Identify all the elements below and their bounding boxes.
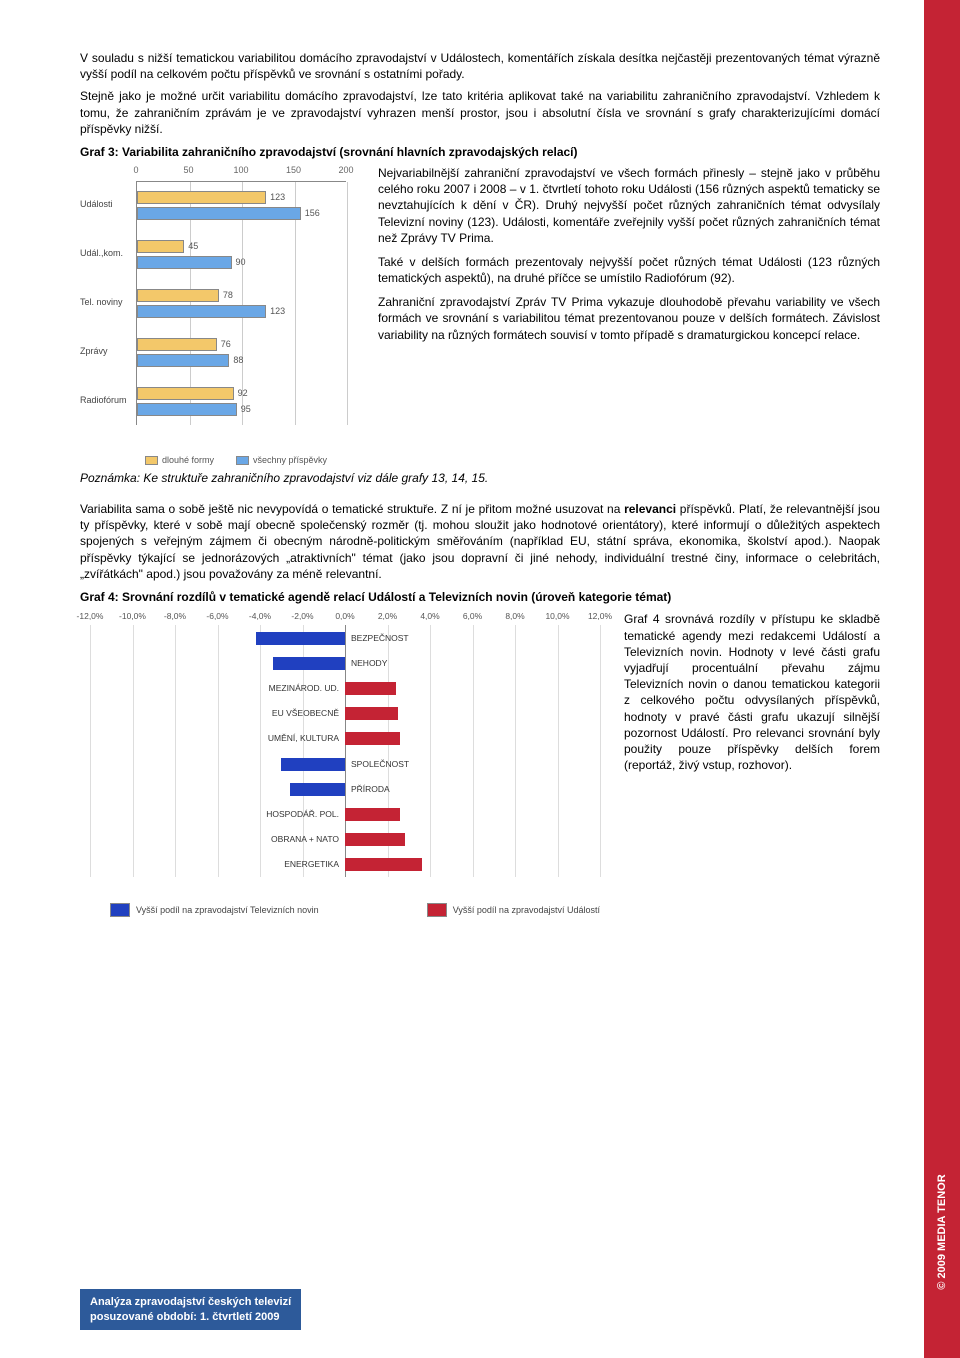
chart3-xtick: 200 [338, 165, 353, 175]
legend-vsechny: všechny příspěvky [236, 455, 327, 465]
chart4-category: PŘÍRODA [351, 784, 390, 794]
chart3-bar [137, 191, 266, 204]
graf4-chart: -12,0% -10,0% -8,0% -6,0% -4,0% -2,0% 0,0% 2,0%… [80, 611, 610, 921]
chart3-bar [137, 354, 229, 367]
chart4-bar [290, 783, 345, 796]
chart4-xtick: -4,0% [249, 611, 271, 621]
footer-box: Analýza zpravodajství českých televizí p… [80, 1289, 301, 1330]
chart4-bar [345, 858, 422, 871]
graf3-p2: Také v delších formách prezentovaly nejv… [378, 254, 880, 286]
intro-p2: Stejně jako je možné určit variabilitu d… [80, 88, 880, 137]
chart4-bar [273, 657, 345, 670]
chart3-category: Udál.,kom. [80, 248, 134, 258]
chart4-xtick: -12,0% [77, 611, 104, 621]
chart4-bar [345, 682, 396, 695]
chart4-bar [345, 833, 405, 846]
graf4-text: Graf 4 srovnává rozdíly v přístupu ke sk… [624, 611, 880, 921]
chart3-category: Tel. noviny [80, 297, 134, 307]
graf3-row: 123 156 45 90 78 123 7688 92 95 dlouhé formy vše… [80, 165, 880, 465]
chart3-bar-label: 88 [233, 355, 243, 365]
chart3-bar [137, 289, 219, 302]
chart3-xtick: 50 [183, 165, 193, 175]
chart3-category: Radiofórum [80, 395, 134, 405]
chart3-bar [137, 207, 301, 220]
chart4-bar [281, 758, 345, 771]
chart4-bar [256, 632, 345, 645]
chart3-bar [137, 305, 266, 318]
sidebar-strip: © 2009 MEDIA TENOR [924, 0, 960, 1358]
chart3-bar-label: 90 [236, 257, 246, 267]
legend-neg: Vyšší podíl na zpravodajství Televizních… [110, 903, 319, 917]
graf3-legend: dlouhé formy všechny příspěvky [145, 455, 327, 465]
graf3-p3: Zahraniční zpravodajství Zpráv TV Prima … [378, 294, 880, 343]
graf4-row: -12,0% -10,0% -8,0% -6,0% -4,0% -2,0% 0,0% 2,0%… [80, 611, 880, 921]
legend-dlouhe: dlouhé formy [145, 455, 214, 465]
graf3-chart: 123 156 45 90 78 123 7688 92 95 dlouhé formy vše… [80, 165, 360, 465]
chart3-xtick: 100 [233, 165, 248, 175]
chart3-bar [137, 403, 237, 416]
chart3-bar [137, 256, 232, 269]
chart4-category: EU VŠEOBECNĚ [272, 708, 339, 718]
chart3-bar-label: 76 [221, 339, 231, 349]
chart3-bar-label: 123 [270, 306, 285, 316]
chart4-xtick: -8,0% [164, 611, 186, 621]
chart3-bar-label: 156 [305, 208, 320, 218]
graf4-title: Graf 4: Srovnání rozdílů v tematické age… [80, 590, 880, 606]
chart4-category: ENERGETIKA [284, 859, 339, 869]
chart3-bar-label: 45 [188, 241, 198, 251]
chart4-category: UMĚNÍ, KULTURA [268, 733, 339, 743]
chart4-xtick: 10,0% [545, 611, 569, 621]
chart4-bar [345, 732, 400, 745]
chart4-category: NEHODY [351, 658, 387, 668]
chart3-xtick: 0 [133, 165, 138, 175]
footer-line2: posuzované období: 1. čtvrtletí 2009 [90, 1310, 291, 1324]
chart4-bar [345, 808, 400, 821]
chart4-xtick: 4,0% [420, 611, 439, 621]
footer-line1: Analýza zpravodajství českých televizí [90, 1295, 291, 1309]
chart4-category: SPOLEČNOST [351, 759, 409, 769]
chart4-category: MEZINÁROD. UD. [269, 683, 339, 693]
chart3-category: Zprávy [80, 346, 134, 356]
chart3-bar [137, 387, 234, 400]
graf3-text: Nejvariabilnější zahraniční zpravodajstv… [378, 165, 880, 465]
intro-p1: V souladu s nižší tematickou variabilito… [80, 50, 880, 82]
graf4-legend: Vyšší podíl na zpravodajství Televizních… [110, 903, 600, 917]
chart3-xtick: 150 [286, 165, 301, 175]
chart4-xtick: -10,0% [119, 611, 146, 621]
graf4-plot-area: -12,0%-10,0%-8,0%-6,0%-4,0%-2,0%0,0%2,0%… [90, 625, 600, 877]
chart4-category: HOSPODÁŘ. POL. [266, 809, 339, 819]
chart4-xtick: 6,0% [463, 611, 482, 621]
page-content: V souladu s nižší tematickou variabilito… [80, 50, 880, 1298]
graf3-title: Graf 3: Variabilita zahraničního zpravod… [80, 145, 880, 159]
chart4-category: OBRANA + NATO [271, 834, 339, 844]
chart4-xtick: 8,0% [505, 611, 524, 621]
sidebar-copyright: © 2009 MEDIA TENOR [936, 1174, 948, 1289]
chart4-xtick: -2,0% [291, 611, 313, 621]
graf3-p1: Nejvariabilnější zahraniční zpravodajstv… [378, 165, 880, 246]
chart4-bar [345, 707, 398, 720]
chart4-xtick: 2,0% [378, 611, 397, 621]
page-number: 8 [903, 1314, 910, 1328]
chart3-category: Události [80, 199, 134, 209]
chart4-category: BEZPEČNOST [351, 633, 409, 643]
chart3-bar [137, 338, 217, 351]
graf3-note: Poznámka: Ke struktuře zahraničního zpra… [80, 471, 880, 485]
chart4-xtick: 0,0% [335, 611, 354, 621]
chart3-bar-label: 123 [270, 192, 285, 202]
chart3-bar-label: 78 [223, 290, 233, 300]
variabilita-para: Variabilita sama o sobě ještě nic nevypo… [80, 501, 880, 582]
chart3-bar-label: 92 [238, 388, 248, 398]
chart4-xtick: -6,0% [206, 611, 228, 621]
legend-pos: Vyšší podíl na zpravodajství Událostí [427, 903, 600, 917]
chart3-bar-label: 95 [241, 404, 251, 414]
chart3-bar [137, 240, 184, 253]
graf3-plot-area: 123 156 45 90 78 123 7688 92 95 [136, 181, 346, 425]
chart4-xtick: 12,0% [588, 611, 612, 621]
